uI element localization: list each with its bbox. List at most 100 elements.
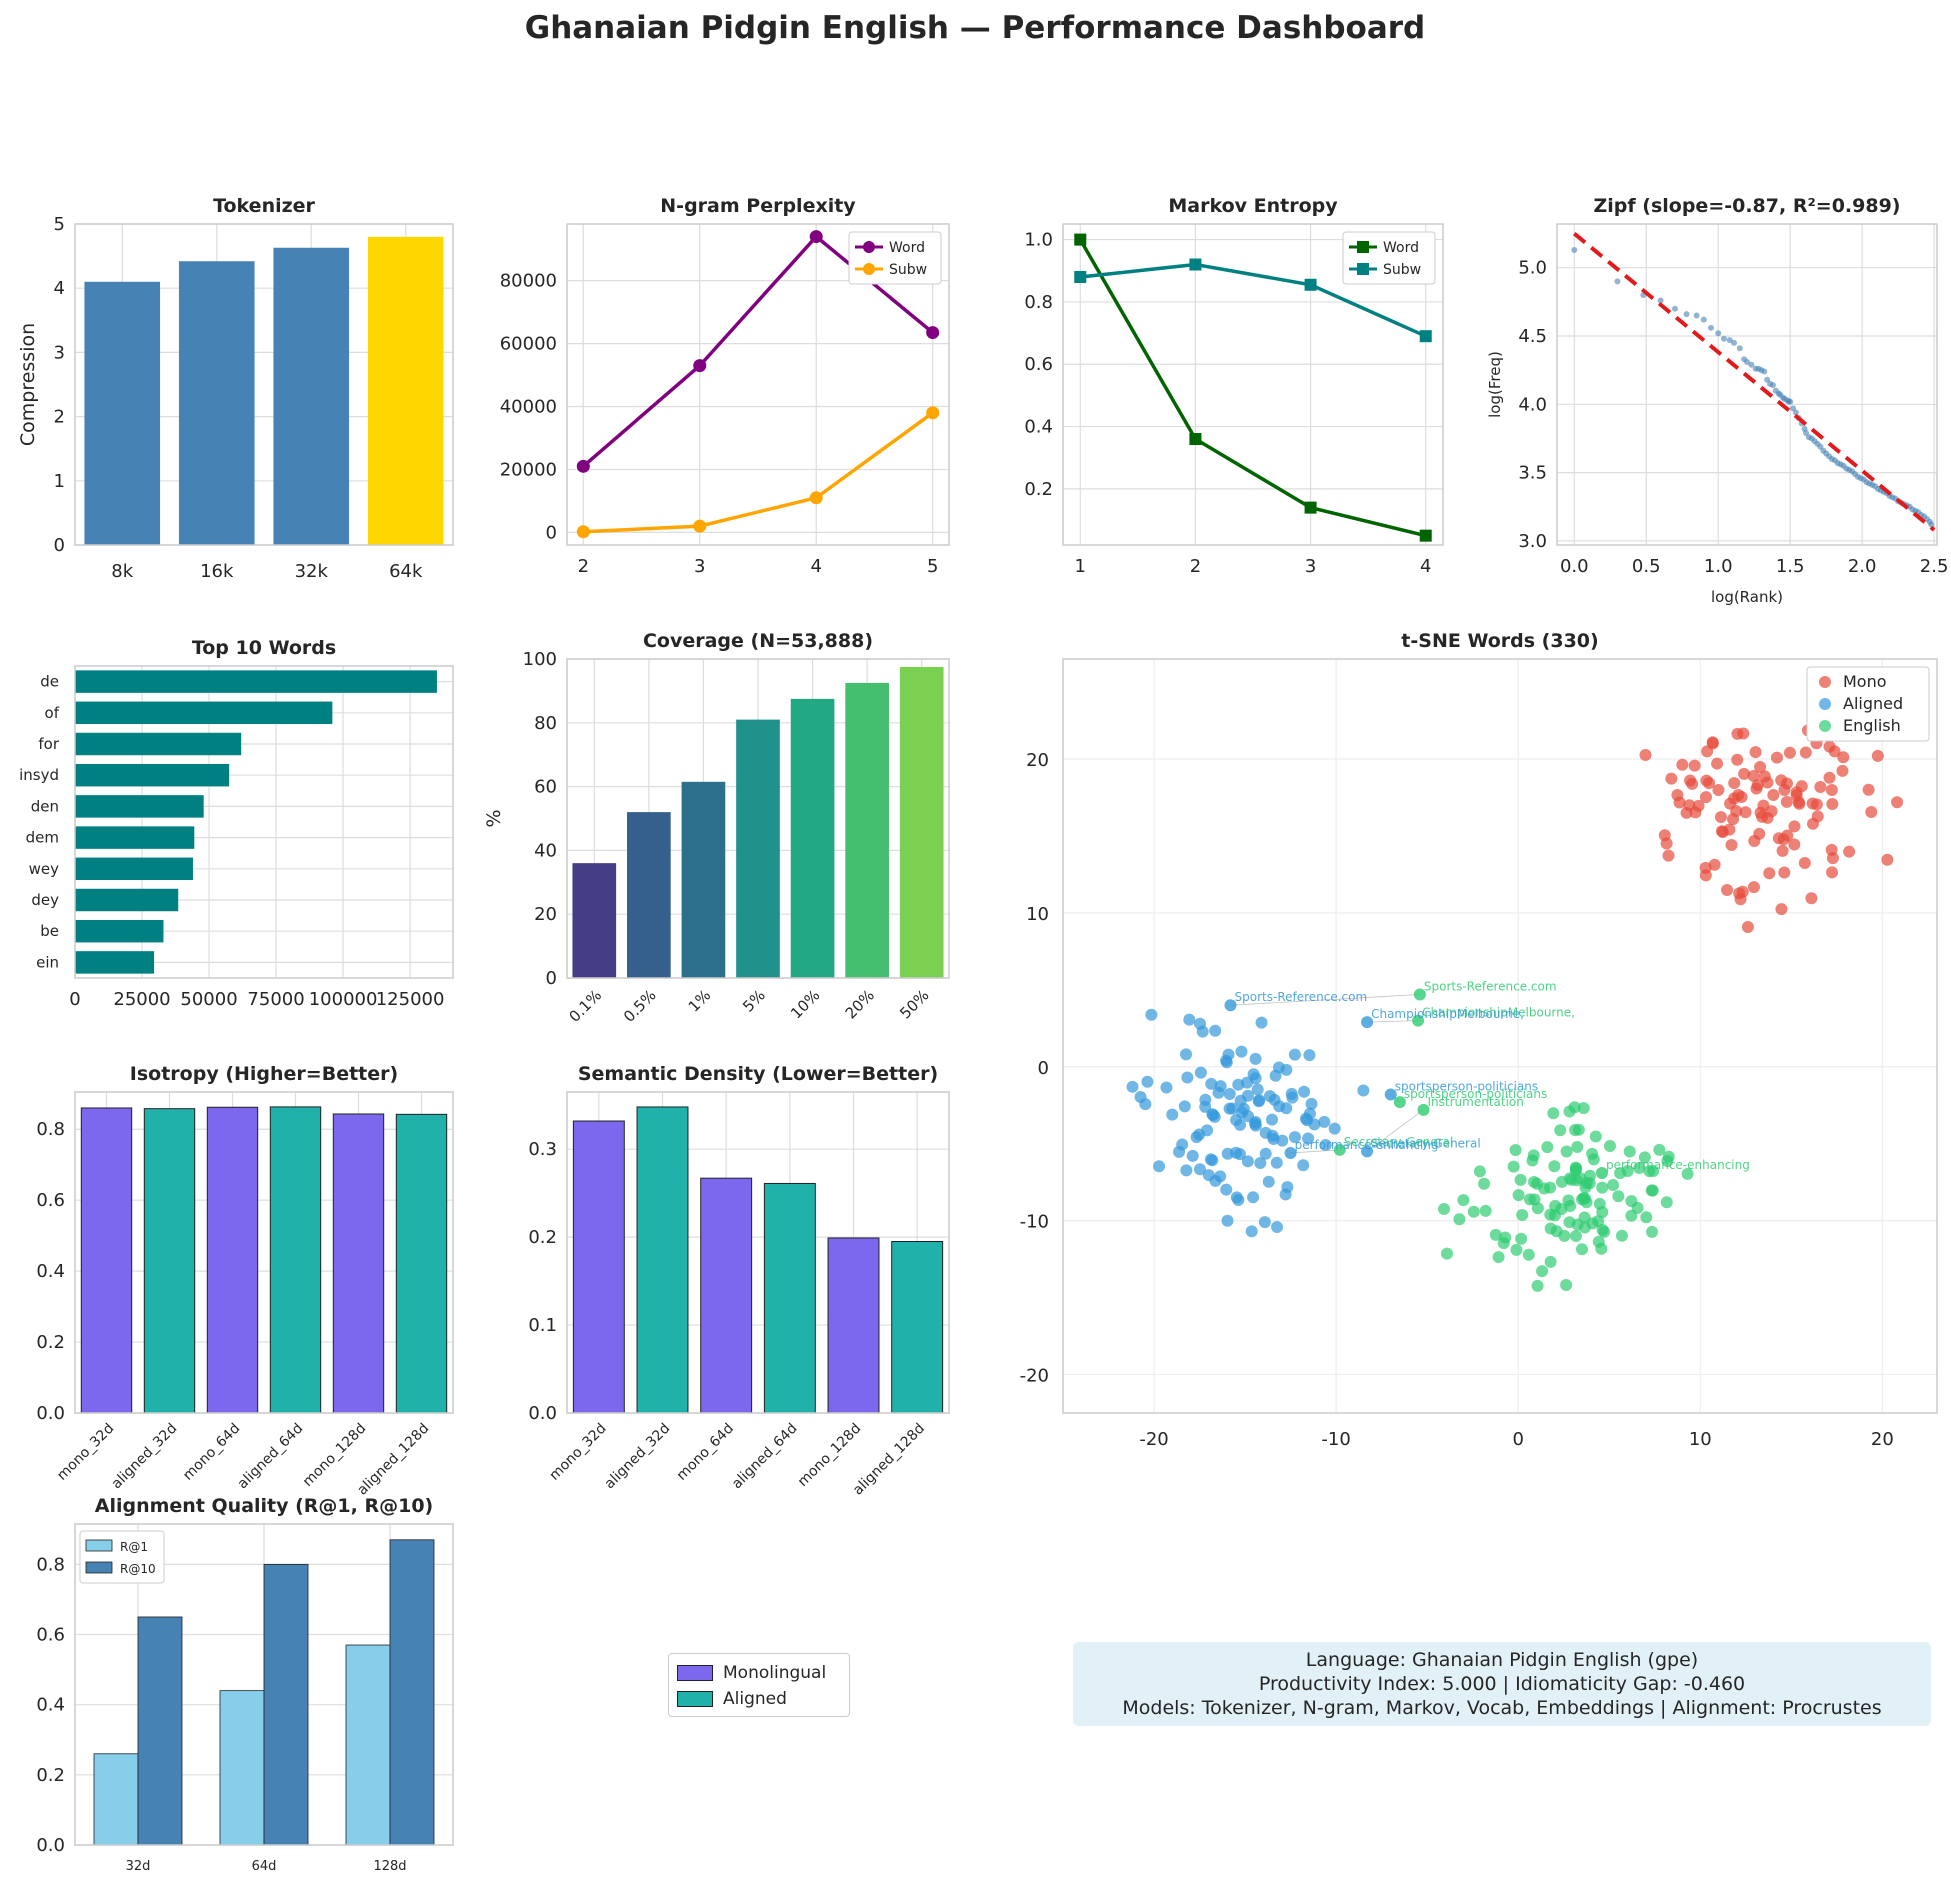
tsne-point-mono: [1792, 796, 1805, 809]
tokenizer-bar: [273, 247, 350, 545]
tsne-point-mono: [1837, 751, 1850, 764]
tsne-point-mono: [1790, 786, 1803, 799]
topwords-xtick: 100000: [309, 989, 378, 1010]
tsne-point-aligned: [1299, 1112, 1312, 1125]
ngram-xtick: 5: [927, 556, 938, 577]
isotropy-title: Isotropy (Higher=Better): [130, 1063, 398, 1085]
tsne-point-aligned: [1178, 1100, 1191, 1113]
tsne-point-english: [1575, 1243, 1588, 1256]
tsne-point-mono: [1689, 806, 1702, 819]
tsne-point-english: [1516, 1209, 1529, 1222]
tsne-point-english: [1440, 1247, 1453, 1260]
tsne-point-english: [1467, 1205, 1480, 1218]
tsne-point-aligned: [1357, 1084, 1370, 1097]
tsne-point-english: [1653, 1143, 1666, 1156]
topwords-ytick: dey: [31, 891, 59, 909]
topwords-bar: [75, 701, 333, 725]
tokenizer-xtick: 32k: [295, 561, 329, 582]
tsne-point-english: [1568, 1101, 1581, 1114]
tsne-point-mono: [1781, 777, 1794, 790]
markov-line-word: [1078, 238, 1427, 538]
tsne-point-mono: [1712, 784, 1725, 797]
zipf-xtick: 2.0: [1848, 556, 1877, 577]
tsne-point-english: [1596, 1181, 1609, 1194]
tsne-point-english: [1563, 1172, 1576, 1185]
tsne-point-aligned: [1214, 1080, 1227, 1093]
tsne-ytick: 20: [1026, 750, 1049, 771]
topwords-xtick: 75000: [247, 989, 304, 1010]
density-ytick: 0.1: [528, 1315, 557, 1336]
tsne-annotation: Secretary-General: [1344, 1135, 1454, 1149]
alignment-bar-r1: [345, 1644, 391, 1846]
zipf-point: [1708, 324, 1715, 331]
coverage-ytick: 20: [534, 904, 557, 925]
tsne-point-mono: [1823, 771, 1836, 784]
tsne-point-english: [1492, 1251, 1505, 1264]
zipf-point: [1769, 382, 1776, 389]
isotropy-bar: [80, 1107, 133, 1414]
coverage-bar: [572, 863, 617, 978]
tsne-point-aligned: [1249, 1052, 1262, 1065]
tsne-point-english: [1497, 1237, 1510, 1250]
tsne-legend-marker: [1819, 698, 1831, 710]
info-line-language: Language: Ghanaian Pidgin English (gpe): [1305, 1649, 1699, 1671]
isotropy-xtick: aligned_32d: [109, 1421, 181, 1493]
tsne-point-aligned: [1280, 1102, 1293, 1115]
tsne-point-mono: [1828, 745, 1841, 758]
zipf-point: [1787, 398, 1794, 405]
coverage-ytick: 80: [534, 713, 557, 734]
tsne-xtick: 0: [1512, 1429, 1523, 1450]
coverage-bar: [899, 666, 944, 978]
density-ytick: 0.0: [528, 1403, 557, 1424]
tsne-point-english: [1571, 1140, 1584, 1153]
isotropy-xtick: aligned_64d: [235, 1421, 307, 1493]
tsne-point-aligned: [1199, 1093, 1212, 1106]
topwords-ytick: den: [31, 797, 59, 815]
ngram-title: N-gram Perplexity: [660, 195, 856, 217]
density-xtick: mono_64d: [674, 1421, 737, 1484]
tsne-point-mono: [1727, 813, 1740, 826]
tsne-frame: [1062, 658, 1938, 1414]
ngram-legend-label: Subw: [889, 262, 927, 278]
tsne-point-english: [1595, 1242, 1608, 1255]
tsne-point-english: [1607, 1178, 1620, 1191]
ngram-ytick: 80000: [500, 271, 557, 292]
tsne-point-aligned: [1251, 1083, 1264, 1096]
tsne-legend: [1806, 666, 1930, 742]
zipf-xtick: 0.5: [1632, 556, 1661, 577]
tsne-point-english: [1660, 1196, 1673, 1209]
topwords-bar: [75, 888, 179, 912]
alignment-ytick: 0.4: [36, 1695, 65, 1716]
tsne-point-mono: [1660, 837, 1673, 850]
tokenizer-bar: [84, 281, 161, 545]
ngram-legend-label: Word: [889, 240, 925, 256]
coverage-ytick: 0: [546, 968, 557, 989]
tsne-ytick: 10: [1026, 904, 1049, 925]
alignment-ytick: 0.2: [36, 1765, 65, 1786]
alignment-frame: [74, 1523, 454, 1846]
tsne-point-aligned: [1160, 1081, 1173, 1094]
tsne-point-english: [1560, 1278, 1573, 1291]
zipf-ytick: 5.0: [1518, 258, 1547, 279]
tsne-point-english: [1564, 1199, 1577, 1212]
tsne-point-english: [1544, 1222, 1557, 1235]
tsne-point-english: [1578, 1221, 1591, 1234]
tokenizer-ytick: 2: [54, 407, 65, 428]
alignment-title: Alignment Quality (R@1, R@10): [95, 1495, 434, 1517]
tsne-point-english: [1531, 1279, 1544, 1292]
alignment-legend-swatch: [85, 1561, 113, 1574]
tsne-point-aligned: [1319, 1139, 1332, 1152]
tsne-point-mono: [1799, 746, 1812, 759]
tsne-point-mono: [1826, 852, 1839, 865]
tsne-annotation: Secretary-General: [1371, 1136, 1481, 1150]
tsne-point-aligned: [1220, 1183, 1233, 1196]
tsne-xtick: -10: [1321, 1429, 1350, 1450]
alignment-ytick: 0.0: [36, 1835, 65, 1856]
isotropy-frame: [74, 1091, 454, 1414]
density-xtick: aligned_32d: [602, 1421, 674, 1493]
tsne-legend-marker: [1819, 720, 1831, 732]
zipf-point: [1736, 345, 1743, 352]
tsne-point-english: [1507, 1160, 1520, 1173]
tsne-pair-line: [1366, 1109, 1424, 1152]
tsne-point-english: [1457, 1194, 1470, 1207]
